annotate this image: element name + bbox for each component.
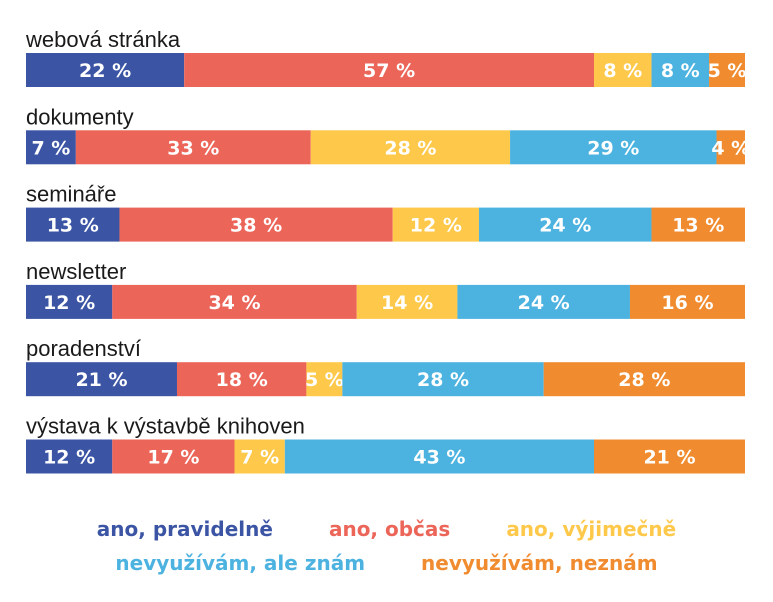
legend-item: ano, výjimečně xyxy=(506,517,676,541)
bar-segment xyxy=(26,284,113,319)
category-label: webová stránka xyxy=(25,27,181,52)
bar-segment xyxy=(310,130,511,165)
bar-segment xyxy=(75,130,311,165)
bar-segment xyxy=(709,53,745,87)
bar-segment xyxy=(543,362,745,397)
data-label: 21 % xyxy=(75,369,127,391)
bar-segment xyxy=(356,284,458,319)
bar-segment xyxy=(478,207,652,242)
data-label: 34 % xyxy=(208,292,260,314)
legend-item: nevyužívám, ale znám xyxy=(115,551,365,575)
data-label: 57 % xyxy=(363,60,415,82)
bar-segment xyxy=(26,207,120,242)
bar-segment xyxy=(26,53,185,87)
bar-segment xyxy=(594,439,745,474)
bar-segment xyxy=(342,362,544,397)
bar-segment xyxy=(26,130,76,165)
data-label: 12 % xyxy=(43,447,95,469)
data-label: 24 % xyxy=(518,292,570,314)
data-label: 7 % xyxy=(240,447,279,469)
bar-segment xyxy=(510,130,717,165)
legend-item: nevyužívám, neznám xyxy=(421,551,658,575)
bar-segment xyxy=(234,439,285,474)
bar-segment xyxy=(284,439,595,474)
data-label: 43 % xyxy=(413,447,465,469)
bar-segment xyxy=(306,362,343,397)
data-label: 13 % xyxy=(672,215,724,237)
legend: ano, pravidelně ano, občas ano, výjimečně n… xyxy=(97,517,676,575)
data-label: 5 % xyxy=(305,369,344,391)
bar-segment xyxy=(112,284,357,319)
bar-segment xyxy=(26,439,113,474)
data-label: 12 % xyxy=(43,292,95,314)
category-label: dokumenty xyxy=(26,104,134,129)
data-label: 21 % xyxy=(643,447,695,469)
data-label: 17 % xyxy=(147,447,199,469)
data-label: 33 % xyxy=(167,137,219,159)
category-label: semináře xyxy=(26,182,116,207)
category-label: výstava k výstavbě knihoven xyxy=(26,414,305,439)
data-label: 4 % xyxy=(711,137,750,159)
bar-row: webová stránka 22 % 57 % 8 % 8 % 5 % xyxy=(25,27,746,87)
data-label: 7 % xyxy=(31,137,70,159)
data-label: 8 % xyxy=(661,60,700,82)
data-label: 12 % xyxy=(410,215,462,237)
bar-segment xyxy=(184,53,595,87)
data-label: 16 % xyxy=(661,292,713,314)
bar-segment xyxy=(457,284,630,319)
category-label: newsletter xyxy=(26,259,126,284)
data-label: 29 % xyxy=(587,137,639,159)
legend-item: ano, pravidelně xyxy=(97,517,273,541)
data-label: 13 % xyxy=(47,215,99,237)
bar-segment xyxy=(112,439,235,474)
bar-row: semináře 13 % 38 % 12 % 24 % 13 % xyxy=(26,182,745,242)
bar-segment xyxy=(26,362,177,397)
legend-item: ano, občas xyxy=(329,517,450,541)
data-label: 38 % xyxy=(230,215,282,237)
data-label: 24 % xyxy=(539,215,591,237)
data-label: 22 % xyxy=(79,60,131,82)
data-label: 28 % xyxy=(417,369,469,391)
bar-segment xyxy=(629,284,745,319)
data-label: 5 % xyxy=(708,60,747,82)
bar-segment xyxy=(594,53,652,87)
bar-segment xyxy=(176,362,307,397)
bar-segment xyxy=(119,207,393,242)
data-label: 28 % xyxy=(618,369,670,391)
bars-group: webová stránka 22 % 57 % 8 % 8 % 5 % dokumenty… xyxy=(25,27,750,474)
bar-segment xyxy=(651,53,710,87)
data-label: 28 % xyxy=(384,137,436,159)
bar-segment xyxy=(716,130,745,165)
bar-segment xyxy=(651,207,745,242)
data-label: 14 % xyxy=(381,292,433,314)
category-label: poradenství xyxy=(26,336,141,361)
bar-row: výstava k výstavbě knihoven 12 % 17 % 7 % 43… xyxy=(26,414,745,474)
data-label: 8 % xyxy=(603,60,642,82)
bar-row: newsletter 12 % 34 % 14 % 24 % 16 % xyxy=(26,259,745,319)
bar-row: dokumenty 7 % 33 % 28 % 29 % 4 % xyxy=(26,104,750,165)
bar-row: poradenství 21 % 18 % 5 % 28 % 28 % xyxy=(26,336,745,397)
data-label: 18 % xyxy=(216,369,268,391)
bar-segment xyxy=(392,207,479,242)
